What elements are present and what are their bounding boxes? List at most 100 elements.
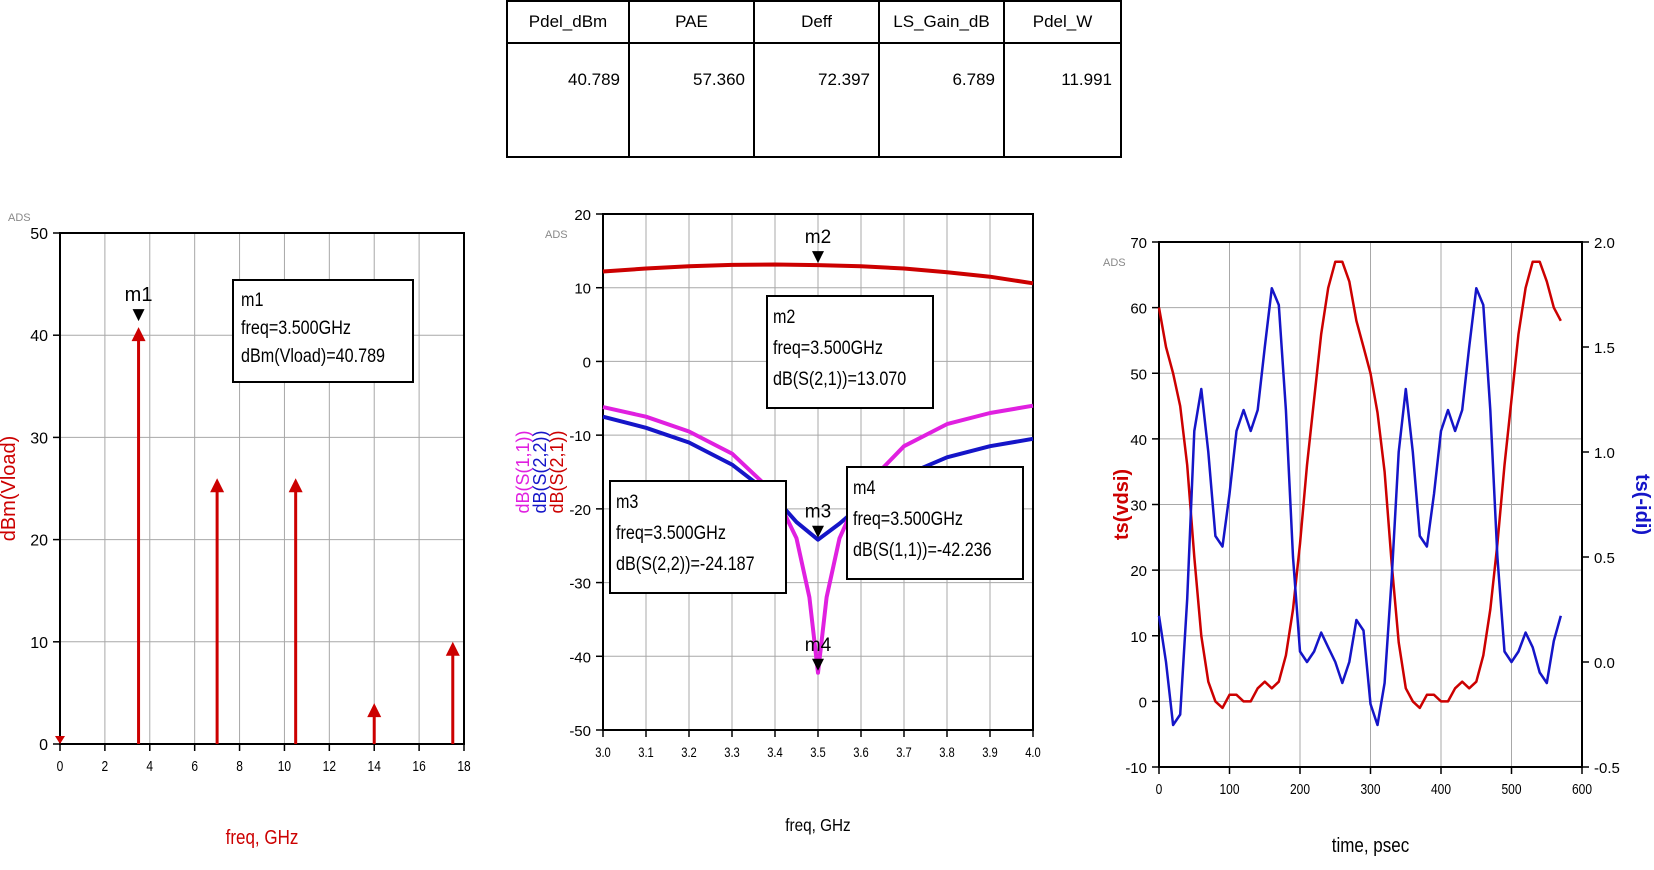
y-tick-label: 10 [574, 281, 591, 298]
x-tick-label: 10 [278, 758, 292, 775]
x-tick-label: 4.0 [1025, 745, 1041, 760]
spectrum-arrowhead [210, 478, 225, 493]
table-cell: 11.991 [1003, 42, 1122, 158]
marker-readout-text: freq=3.500GHz [853, 508, 963, 530]
y-tick-label-left: 50 [1130, 366, 1147, 383]
x-tick-label: 500 [1501, 781, 1521, 798]
x-tick-label: 600 [1572, 781, 1592, 798]
table-row: 40.789 57.360 72.397 6.789 11.991 [506, 42, 1122, 158]
x-tick-label: 3.6 [853, 745, 869, 760]
y-axis-label: dB(S(2,2)) [530, 430, 550, 513]
ads-watermark: ADS [545, 229, 568, 241]
x-tick-label: 3.2 [681, 745, 697, 760]
y-tick-label: 20 [30, 533, 48, 550]
marker-triangle [132, 309, 145, 322]
column-header: LS_Gain_dB [878, 0, 1005, 44]
y-axis-label: dB(S(2,1)) [547, 430, 567, 513]
marker-triangle [812, 658, 824, 671]
table-cell: 40.789 [506, 42, 630, 158]
marker-readout-text: m3 [616, 491, 639, 513]
y-tick-label-left: 60 [1130, 301, 1147, 318]
y-tick-label-right: -0.5 [1594, 760, 1620, 777]
y-tick-label: 10 [30, 635, 48, 652]
marker-readout-text: dB(S(2,2))=-24.187 [616, 553, 755, 575]
x-tick-label: 3.9 [982, 745, 998, 760]
y-tick-label: 50 [30, 226, 48, 243]
table-cell: 57.360 [628, 42, 755, 158]
y-tick-label: -50 [569, 723, 591, 740]
marker-label: m4 [805, 635, 832, 656]
y-tick-label: 20 [574, 207, 591, 224]
y-tick-label: 0 [39, 737, 48, 754]
x-tick-label: 3.1 [638, 745, 654, 760]
x-tick-label: 4 [146, 758, 153, 775]
y-tick-label-right: 1.5 [1594, 340, 1615, 357]
x-tick-label: 3.3 [724, 745, 740, 760]
marker-readout-box [232, 279, 414, 383]
marker-triangle [812, 251, 824, 264]
y-axis-label-right: ts(-idi) [1631, 474, 1653, 535]
plot-frame [59, 232, 465, 745]
x-tick-label: 200 [1290, 781, 1310, 798]
column-header: Pdel_W [1003, 0, 1122, 44]
s21-curve [602, 262, 1034, 286]
spectrum-arrowhead [367, 703, 382, 718]
marker-label: m1 [125, 284, 153, 306]
column-header: Deff [753, 0, 880, 44]
marker-readout-box [609, 480, 787, 594]
marker-readout-box [846, 466, 1024, 580]
y-tick-label: 30 [30, 430, 48, 447]
y-tick-label-left: 70 [1130, 235, 1147, 252]
y-tick-label: 40 [30, 328, 48, 345]
x-tick-label: 16 [412, 758, 425, 775]
y-tick-label-left: 10 [1130, 629, 1147, 646]
y-tick-label-left: -10 [1125, 760, 1147, 777]
x-tick-label: 2 [102, 758, 109, 775]
x-tick-label: 3.4 [767, 745, 783, 760]
x-tick-label: 3.7 [896, 745, 912, 760]
marker-readout-text: freq=3.500GHz [616, 522, 726, 544]
spectrum-arrowhead [445, 641, 460, 656]
column-header: PAE [628, 0, 755, 44]
marker-readout-text: m4 [853, 477, 876, 499]
y-tick-label: -20 [569, 502, 591, 519]
marker-readout-text: dBm(Vload)=40.789 [241, 345, 385, 367]
y-tick-label-right: 2.0 [1594, 235, 1615, 252]
y-tick-label-left: 20 [1130, 563, 1147, 580]
s22-curve [602, 414, 1034, 542]
marker-readout-text: dB(S(1,1))=-42.236 [853, 539, 992, 561]
y-tick-label: -10 [569, 428, 591, 445]
marker-readout-text: m2 [773, 306, 795, 328]
y-tick-label-right: 0.5 [1594, 550, 1615, 567]
spectrum-arrowhead [131, 327, 146, 342]
results-table: Pdel_dBm PAE Deff LS_Gain_dB Pdel_W 40.7… [506, 0, 1122, 158]
x-axis-label: time, psec [1332, 834, 1409, 857]
x-axis-label: freq, GHz [226, 826, 299, 849]
y-axis-label: dB(S(1,1)) [513, 430, 533, 513]
y-axis-label: dBm(Vload) [0, 436, 20, 542]
x-tick-label: 3.8 [939, 745, 955, 760]
ids-waveform [1157, 286, 1563, 727]
x-tick-label: 14 [368, 758, 382, 775]
y-tick-label: -30 [569, 576, 591, 593]
ads-watermark: ADS [8, 212, 31, 224]
ads-watermark: ADS [1103, 257, 1126, 269]
x-tick-label: 12 [323, 758, 336, 775]
s11-curve [602, 403, 1034, 675]
table-cell: 6.789 [878, 42, 1005, 158]
y-tick-label: -40 [569, 649, 591, 666]
x-tick-label: 3.5 [810, 745, 826, 760]
marker-readout-text: m1 [241, 289, 263, 311]
x-tick-label: 400 [1431, 781, 1451, 798]
table-header-row: Pdel_dBm PAE Deff LS_Gain_dB Pdel_W [506, 0, 1122, 44]
marker-readout-text: dB(S(2,1))=13.070 [773, 368, 906, 390]
x-tick-label: 0 [1156, 781, 1163, 798]
spectrum-arrowhead [288, 478, 303, 493]
marker-readout-text: freq=3.500GHz [773, 337, 883, 359]
vds-waveform [1157, 260, 1562, 710]
marker-triangle [812, 525, 824, 538]
marker-readout-box [766, 295, 934, 409]
table-cell: 72.397 [753, 42, 880, 158]
